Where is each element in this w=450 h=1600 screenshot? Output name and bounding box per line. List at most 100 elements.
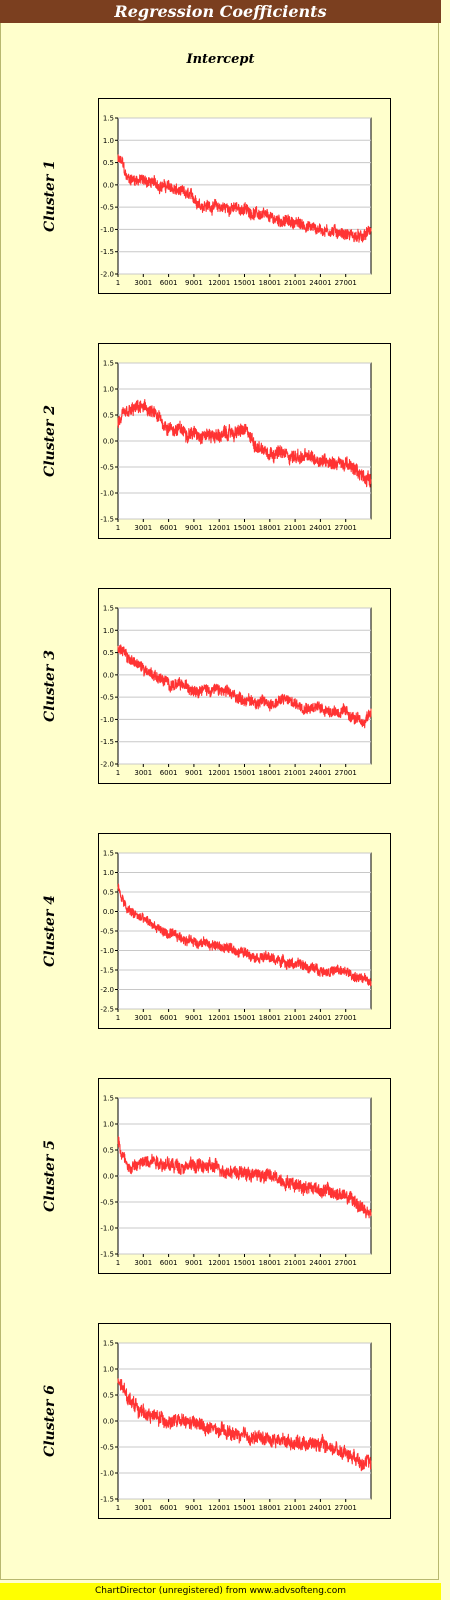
x-tick-label: 3001 [134,1259,152,1267]
y-tick-label: -0.5 [100,928,114,936]
x-tick-label: 24001 [309,1014,331,1022]
y-tick-label: 0.0 [103,181,114,189]
y-tick-label: 0.0 [103,908,114,916]
chart-panel-3: 1.5 1.0 0.5 0.0 -0.5 -1.0 -1.5 -2.0 1 3001 6001 900… [98,588,391,784]
y-tick-label: -1.5 [100,1251,114,1259]
y-tick-label: -1.5 [100,248,114,256]
y-tick-label: -1.0 [100,226,114,234]
x-tick-label: 21001 [284,279,306,287]
plot-area [117,117,372,275]
y-tick-label: 0.5 [103,412,114,420]
series-line [117,644,372,729]
y-tick-label: 1.5 [103,360,114,368]
y-tick-label: 1.5 [103,1340,114,1348]
chart-panel-1: 1.5 1.0 0.5 0.0 -0.5 -1.0 -1.5 -2.0 1 3001 6001 900… [98,98,391,294]
x-tick-label: 9001 [185,1504,203,1512]
x-tick-label: 21001 [284,1259,306,1267]
cluster-label-text: Cluster 6 [42,1385,58,1457]
x-tick-label: 18001 [259,1014,281,1022]
x-tick-label: 1 [116,769,120,777]
series-line [117,154,372,243]
x-tick-label: 12001 [208,769,230,777]
y-tick-label: 0.0 [103,438,114,446]
y-tick-label: -2.0 [100,271,114,279]
y-tick-label: -1.5 [100,967,114,975]
x-tick-label: 18001 [259,1259,281,1267]
x-tick-label: 1 [116,1014,120,1022]
y-tick-label: -2.5 [100,1006,114,1014]
x-tick-label: 27001 [335,1259,357,1267]
x-tick-label: 3001 [134,279,152,287]
chart-svg: 1.5 1.0 0.5 0.0 -0.5 -1.0 -1.5 -2.01 3001 6001 900… [100,115,372,287]
x-tick-label: 18001 [259,769,281,777]
chart-title: Regression Coefficients [0,0,441,23]
x-tick-label: 12001 [208,1504,230,1512]
y-tick-label: 0.5 [103,889,114,897]
y-tick-label: -0.5 [100,1444,114,1452]
cluster-label-text: Cluster 5 [42,1140,58,1212]
x-tick-label: 6001 [160,1504,178,1512]
y-tick-label: 1.0 [103,1121,114,1129]
x-tick-label: 12001 [208,1259,230,1267]
x-tick-label: 6001 [160,1014,178,1022]
chart-svg: 1.5 1.0 0.5 0.0 -0.5 -1.0 -1.51 3001 6001 9001 120… [100,1095,372,1267]
y-tick-label: 1.5 [103,115,114,123]
y-tick-label: -0.5 [100,1199,114,1207]
x-tick-label: 18001 [259,524,281,532]
y-tick-label: -1.5 [100,516,114,524]
x-tick-label: 9001 [185,769,203,777]
x-tick-label: 6001 [160,279,178,287]
footer-credit: ChartDirector (unregistered) from www.ad… [0,1583,441,1600]
y-tick-label: -1.0 [100,1470,114,1478]
y-tick-label: 0.5 [103,159,114,167]
y-tick-label: -2.0 [100,761,114,769]
chart-svg: 1.5 1.0 0.5 0.0 -0.5 -1.0 -1.5 -2.01 3001 6001 900… [100,605,372,777]
y-tick-label: -1.0 [100,1225,114,1233]
chart-panel-6: 1.5 1.0 0.5 0.0 -0.5 -1.0 -1.5 1 3001 6001 9001 120… [98,1323,391,1519]
x-tick-label: 1 [116,1259,120,1267]
y-tick-label: -1.5 [100,1496,114,1504]
x-tick-label: 24001 [309,769,331,777]
x-tick-label: 12001 [208,524,230,532]
cluster-label-text: Cluster 3 [42,650,58,722]
x-tick-label: 27001 [335,769,357,777]
series-line [117,1378,372,1472]
x-tick-label: 24001 [309,1504,331,1512]
series-line [117,1136,372,1219]
x-tick-label: 21001 [284,769,306,777]
x-tick-label: 27001 [335,1504,357,1512]
y-tick-label: -1.0 [100,490,114,498]
y-tick-label: 1.0 [103,627,114,635]
x-tick-label: 3001 [134,1014,152,1022]
y-tick-label: -0.5 [100,204,114,212]
y-tick-label: 1.5 [103,850,114,858]
x-tick-label: 18001 [259,1504,281,1512]
x-tick-label: 9001 [185,279,203,287]
y-tick-label: 1.0 [103,137,114,145]
x-tick-label: 3001 [134,769,152,777]
y-tick-label: -2.0 [100,986,114,994]
chart-panel-5: 1.5 1.0 0.5 0.0 -0.5 -1.0 -1.5 1 3001 6001 9001 120… [98,1078,391,1274]
y-tick-label: 1.0 [103,869,114,877]
y-tick-label: -0.5 [100,464,114,472]
x-tick-label: 21001 [284,1014,306,1022]
chart-svg: 1.5 1.0 0.5 0.0 -0.5 -1.0 -1.51 3001 6001 9001 120… [100,360,372,532]
chart-frame [0,23,439,1580]
series-line [117,883,372,987]
x-tick-label: 15001 [233,1259,255,1267]
x-tick-label: 6001 [160,524,178,532]
y-tick-label: 0.5 [103,1392,114,1400]
x-tick-label: 24001 [309,1259,331,1267]
x-tick-label: 21001 [284,1504,306,1512]
x-tick-label: 1 [116,279,120,287]
chart-panel-2: 1.5 1.0 0.5 0.0 -0.5 -1.0 -1.5 1 3001 6001 9001 120… [98,343,391,539]
y-tick-label: 0.0 [103,1173,114,1181]
chart-svg: 1.5 1.0 0.5 0.0 -0.5 -1.0 -1.51 3001 6001 9001 120… [100,1340,372,1512]
chart-svg: 1.5 1.0 0.5 0.0 -0.5 -1.0 -1.5 -2.0 -2.51 3001 600… [100,850,372,1022]
x-tick-label: 15001 [233,1014,255,1022]
y-tick-label: 0.5 [103,1147,114,1155]
y-tick-label: 1.5 [103,1095,114,1103]
x-tick-label: 6001 [160,769,178,777]
x-tick-label: 12001 [208,1014,230,1022]
x-tick-label: 27001 [335,279,357,287]
